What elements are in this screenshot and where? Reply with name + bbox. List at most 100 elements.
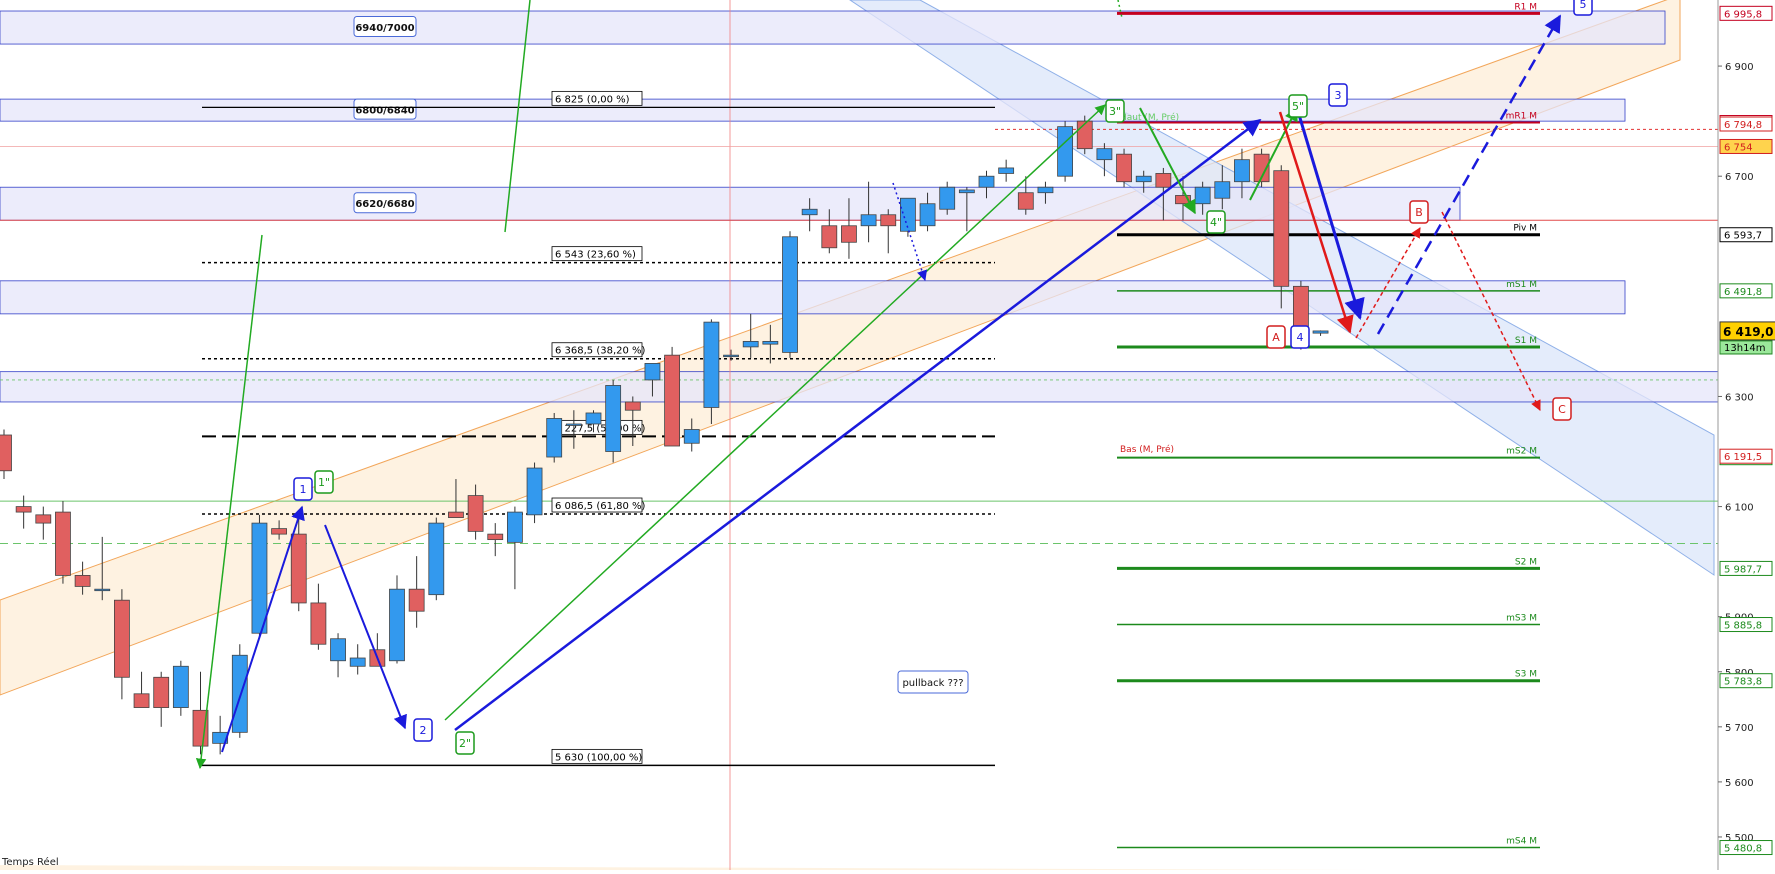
wave-label: 4" — [1210, 216, 1222, 229]
wave-label-box — [455, 731, 475, 755]
candle-body — [408, 588, 425, 612]
axis-value-label: 6 191,5 — [1724, 452, 1762, 463]
pivot-label: S3 M — [1515, 670, 1537, 680]
pivot-label: Piv M — [1513, 224, 1537, 234]
candle-body — [467, 495, 484, 532]
candle-body — [880, 214, 897, 227]
zone-band — [0, 371, 1719, 403]
candle-body — [546, 418, 563, 458]
candle-body — [74, 575, 91, 587]
candle-body — [958, 189, 975, 194]
candle-body — [290, 533, 307, 604]
wave-label: 2" — [459, 737, 471, 750]
candle-body — [1214, 181, 1231, 199]
wave-label: 1" — [318, 476, 330, 489]
fib-label-box — [551, 342, 643, 358]
candle-body — [1096, 148, 1113, 161]
fib-label: 6 543 (23,60 %) — [555, 250, 636, 261]
wave-arrow — [454, 118, 1262, 731]
axis-value-tag — [1719, 560, 1773, 576]
candle-body — [35, 514, 52, 524]
candle-body — [1017, 192, 1034, 210]
candle-body — [585, 412, 602, 425]
pivot-label: mS2 M — [1506, 447, 1537, 457]
candle-body — [860, 214, 877, 227]
axis-value-tag — [1719, 840, 1773, 856]
annotation-text: pullback ??? — [902, 678, 963, 689]
wave-label-box — [1288, 94, 1308, 118]
zone-band — [0, 10, 1666, 45]
axis-value-label: 5 783,8 — [1724, 677, 1762, 688]
wave-label-box — [314, 470, 334, 494]
axis-value-tag — [1719, 673, 1773, 689]
candle-body — [1116, 153, 1132, 183]
wave-arrows — [195, 0, 1562, 770]
candle-body — [841, 225, 857, 243]
candle-body — [448, 511, 464, 518]
wave-arrow — [892, 182, 928, 281]
fib-label: 6 086,5 (61,80 %) — [555, 501, 646, 512]
zone-label-box — [353, 98, 417, 120]
wave-arrow — [1139, 107, 1196, 215]
candles — [0, 115, 1329, 755]
candle-body — [55, 511, 71, 576]
candle-body — [526, 467, 543, 516]
zone-label-box — [353, 16, 417, 38]
extra-level-label: Haut (M, Pré) — [1120, 112, 1179, 123]
pivot-label: S2 M — [1515, 557, 1537, 567]
wave-label-box — [1328, 83, 1348, 107]
candle-body — [1057, 126, 1073, 177]
candle-body — [565, 423, 582, 426]
annotations: pullback ??? — [897, 670, 969, 694]
pivot-label: mS4 M — [1506, 837, 1537, 847]
candle-body — [133, 693, 150, 708]
candle-body — [782, 236, 798, 353]
candle-body — [900, 197, 916, 232]
candle-body — [389, 588, 405, 662]
wave-label-box — [1105, 99, 1125, 123]
pivot-label: mS3 M — [1506, 614, 1537, 624]
candle-body — [683, 429, 700, 444]
wave-arrow — [324, 524, 407, 730]
timer-tag — [1719, 340, 1773, 355]
fib-label-box — [551, 246, 643, 262]
zone-label: 6940/7000 — [355, 23, 414, 34]
wave-arrow — [1249, 106, 1298, 201]
candle-body — [271, 528, 288, 535]
green-dotted-line — [1117, 0, 1123, 19]
wave-label-box — [413, 718, 433, 742]
candle-body — [310, 602, 327, 645]
wave-label: 2 — [420, 724, 427, 737]
pivot-label: S1 M — [1515, 336, 1537, 346]
pivot-label: R1 M — [1514, 2, 1537, 12]
axis-value-label: 6 593,7 — [1724, 231, 1762, 242]
wave-label-box — [1266, 325, 1286, 349]
wave-label: 3 — [1335, 89, 1342, 102]
fib-label-box — [551, 497, 643, 513]
fib-label: 5 630 (100,00 %) — [555, 752, 642, 763]
wave-label: 3" — [1109, 105, 1121, 118]
candle-body — [1155, 173, 1172, 188]
candle-body — [349, 657, 366, 667]
zone-label: 6800/6840 — [355, 106, 414, 117]
fib-label: 6 368,5 (38,20 %) — [555, 346, 646, 357]
candle-body — [978, 175, 995, 188]
timer-label: 13h14m — [1724, 343, 1766, 354]
candle-body — [605, 385, 622, 452]
green-line — [195, 234, 263, 770]
axis-value-tag — [1719, 227, 1773, 243]
wave-arrow — [1376, 14, 1562, 335]
wave-arrow — [221, 505, 305, 753]
candle-body — [1234, 159, 1250, 183]
axis-value-tag — [1719, 116, 1773, 132]
axis-tick-label: 5 500 — [1725, 833, 1754, 844]
axis-value-label: 6 754 — [1724, 142, 1753, 153]
annotation-box — [897, 670, 969, 694]
fib-label-box — [551, 748, 643, 764]
candle-body — [703, 321, 720, 408]
candle-body — [172, 665, 189, 708]
candle-body — [624, 401, 641, 411]
candle-body — [1076, 120, 1093, 150]
